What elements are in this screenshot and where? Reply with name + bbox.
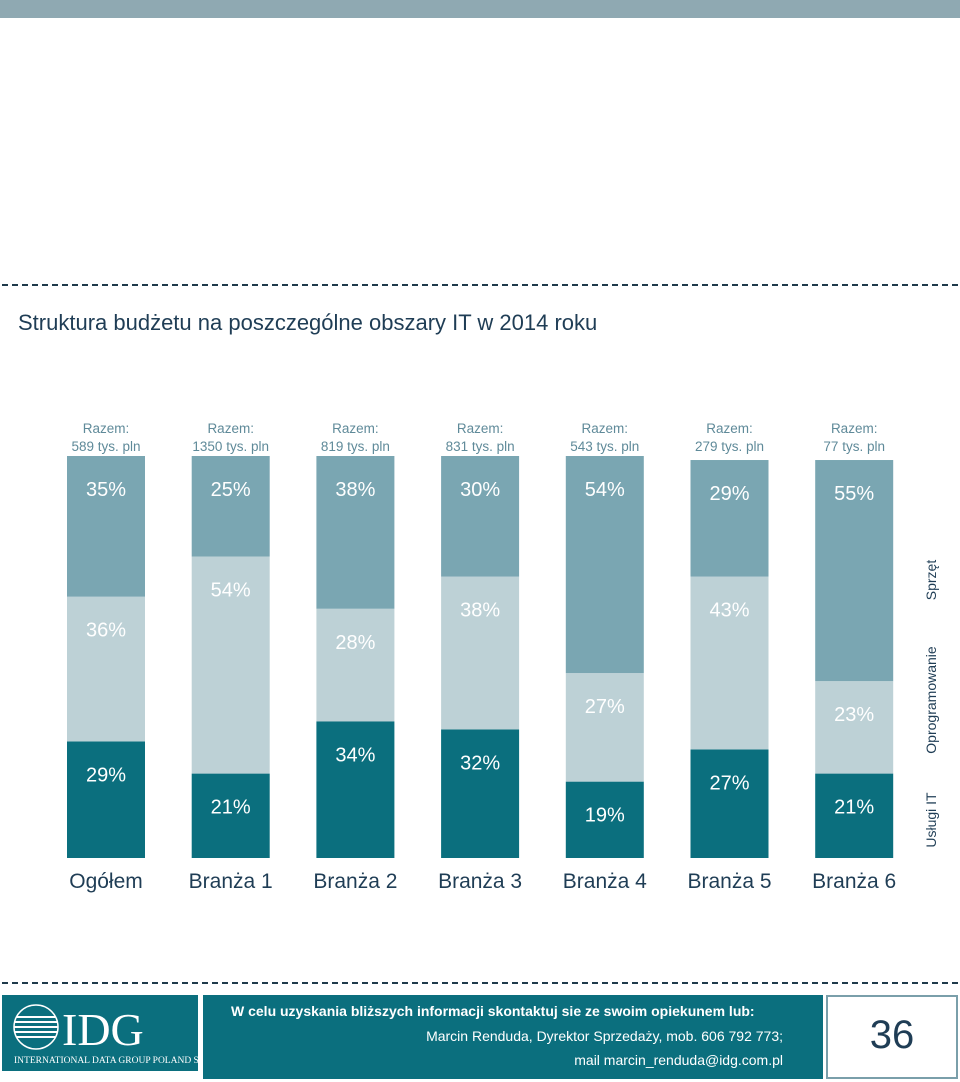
data-label: 21% [211,797,251,819]
data-label: 54% [585,479,625,501]
data-label: 43% [709,600,749,622]
bar-segment [690,749,769,858]
data-label: 28% [335,632,375,654]
data-label: 25% [211,479,251,501]
bar-segment [565,781,644,858]
total-label: 279 tys. pln [695,439,764,454]
idg-logo: IDG INTERNATIONAL DATA GROUP POLAND SA [2,995,206,1071]
total-label: 589 tys. pln [71,439,140,454]
stacked-bar-chart: 29% 36% 35% Razem: 589 tys. pln Ogółem 21% 54% 2… [67,421,939,893]
data-label: 54% [211,580,251,602]
category-label: Branża 1 [189,870,273,893]
bar-segment [690,576,769,750]
data-label: 29% [86,764,126,786]
data-label: 27% [709,772,749,794]
total-label: Razem: [831,421,878,436]
category-label: Branża 2 [313,870,397,893]
legend-label: Sprzęt [923,560,939,601]
legend-label: Oprogramowanie [923,646,939,754]
total-label: 1350 tys. pln [192,439,269,454]
total-label: 831 tys. pln [446,439,515,454]
bar-segment [690,460,769,577]
data-label: 19% [585,805,625,827]
bar-segment [441,456,520,577]
total-label: Razem: [207,421,254,436]
category-label: Branża 4 [563,870,647,893]
total-label: Razem: [582,421,629,436]
bar-segment [441,729,520,858]
bar-segment [191,456,270,557]
bar-segment [67,741,145,858]
data-label: 34% [335,744,375,766]
bar-segment [67,596,145,742]
contact-panel: W celu uzyskania bliższych informacji sk… [203,995,823,1079]
logo-subtitle: INTERNATIONAL DATA GROUP POLAND SA [14,1056,198,1066]
chart-title: Struktura budżetu na poszczególne obszar… [18,310,598,335]
total-label: Razem: [332,421,379,436]
divider-top [2,284,958,286]
bar-segment [191,773,270,858]
page-number-box: 36 [826,995,958,1079]
bar-segment [815,460,894,682]
data-label: 23% [834,704,874,726]
bar-segment [565,456,644,674]
data-label: 35% [86,479,126,501]
idg-logo-icon: IDG INTERNATIONAL DATA GROUP POLAND SA [13,1004,206,1066]
data-label: 38% [460,600,500,622]
bar-segment [815,681,894,774]
contact-email[interactable]: mail marcin_renduda@idg.com.pl [574,1052,783,1068]
data-label: 30% [460,479,500,501]
bar-segment [316,721,395,858]
category-label: Branża 5 [687,870,771,893]
contact-heading: W celu uzyskania bliższych informacji sk… [231,1003,755,1019]
category-label: Branża 6 [812,870,896,893]
page-number: 36 [869,1013,915,1057]
total-label: 543 tys. pln [570,439,639,454]
legend-label: Usługi IT [923,792,939,848]
bar-segment [565,673,644,782]
data-label: 27% [585,696,625,718]
data-label: 55% [834,483,874,505]
category-label: Ogółem [69,870,143,893]
bar-segment [316,456,395,609]
total-label: 819 tys. pln [321,439,390,454]
total-label: Razem: [706,421,753,436]
logo-wordmark: IDG [62,1004,144,1055]
bar-segment [191,556,270,774]
bar-segment [441,576,520,730]
data-label: 21% [834,797,874,819]
total-label: Razem: [457,421,504,436]
data-label: 36% [86,620,126,642]
category-label: Branża 3 [438,870,522,893]
total-label: 77 tys. pln [823,439,885,454]
data-label: 32% [460,752,500,774]
bar-segment [316,608,395,722]
data-label: 38% [335,479,375,501]
total-label: Razem: [83,421,130,436]
divider-bottom [2,982,958,984]
bar-segment [67,456,145,597]
data-label: 29% [709,483,749,505]
contact-person: Marcin Renduda, Dyrektor Sprzedaży, mob.… [426,1028,783,1044]
bar-segment [815,773,894,858]
top-band [0,0,960,18]
